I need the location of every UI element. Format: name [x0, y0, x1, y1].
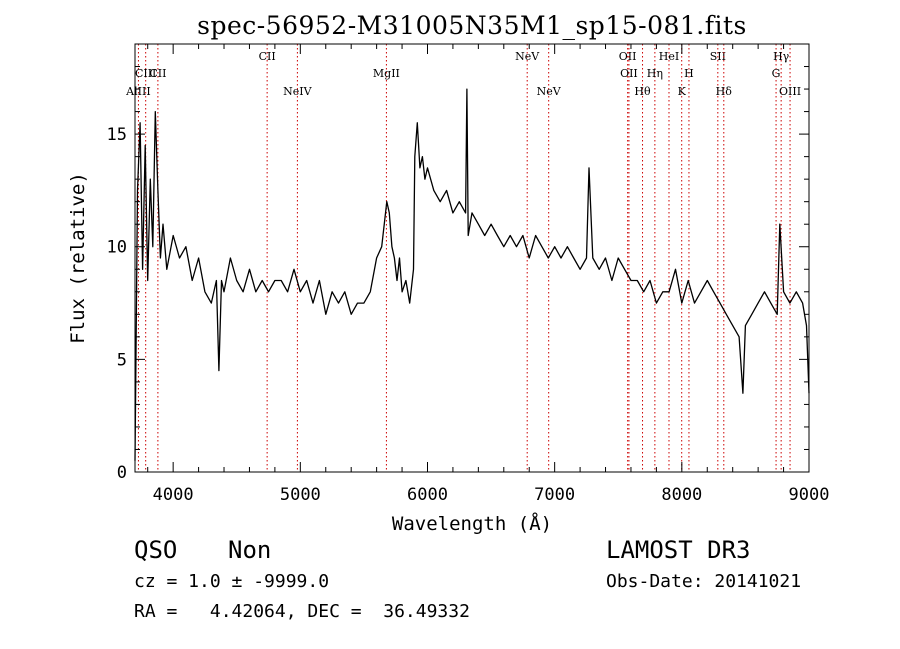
x-axis-label: Wavelength (Å) — [392, 512, 552, 535]
y-tick-label: 10 — [107, 238, 127, 258]
x-tick-label: 6000 — [407, 485, 448, 505]
marker-label: K — [678, 85, 687, 98]
y-tick-label: 0 — [117, 463, 127, 483]
marker-label: Hδ — [716, 85, 733, 98]
x-tick-label: 5000 — [280, 485, 321, 505]
plot-frame — [134, 43, 810, 473]
marker-label: OII — [619, 50, 637, 63]
class-label: QSO — [134, 536, 178, 564]
marker-label: NeV — [515, 50, 540, 63]
marker-label: Hθ — [634, 85, 651, 98]
marker-label: SII — [710, 50, 726, 63]
cz-line: cz = 1.0 ± -9999.0 — [134, 571, 330, 592]
marker-label: H — [684, 67, 694, 80]
axis-ticks: 4000 5000 6000 7000 8000 9000 0 5 10 15 — [107, 44, 830, 505]
marker-label: AlIII — [125, 85, 151, 98]
chart-title: spec-56952-M31005N35M1_sp15-081.fits — [197, 11, 747, 40]
marker-label: HeI — [659, 50, 679, 63]
marker-label: CII — [259, 50, 276, 63]
marker-label: OIII — [779, 85, 801, 98]
marker-label: NeV — [537, 85, 562, 98]
marker-label: G — [772, 67, 781, 80]
x-tick-label: 9000 — [789, 485, 830, 505]
x-tick-label: 7000 — [534, 485, 575, 505]
spectrum-chart: spec-56952-M31005N35M1_sp15-081.fits AlI… — [67, 11, 830, 535]
y-tick-label: 5 — [117, 350, 127, 370]
marker-label: Hγ — [773, 50, 790, 63]
marker-label: CIII — [135, 67, 156, 80]
marker-label: CII — [149, 67, 166, 80]
subclass-label: Non — [228, 536, 272, 564]
y-tick-label: 15 — [107, 125, 127, 145]
marker-label: OII — [620, 67, 638, 80]
marker-label: Hη — [647, 67, 663, 80]
coordinates: RA = 4.42064, DEC = 36.49332 — [134, 601, 470, 622]
flux-series — [134, 88, 810, 461]
flux-line — [134, 88, 810, 461]
spectral-line-markers: AlIIICIIICIICIINeIVMgIINeVNeVOIIOIIHθHηH… — [125, 44, 801, 472]
obs-date: Obs-Date: 20141021 — [606, 571, 802, 592]
x-tick-label: 8000 — [661, 485, 702, 505]
marker-label: NeIV — [283, 85, 312, 98]
y-axis-label: Flux (relative) — [67, 172, 89, 344]
marker-label: MgII — [373, 67, 400, 80]
x-tick-label: 4000 — [153, 485, 194, 505]
survey-label: LAMOST DR3 — [606, 536, 751, 564]
